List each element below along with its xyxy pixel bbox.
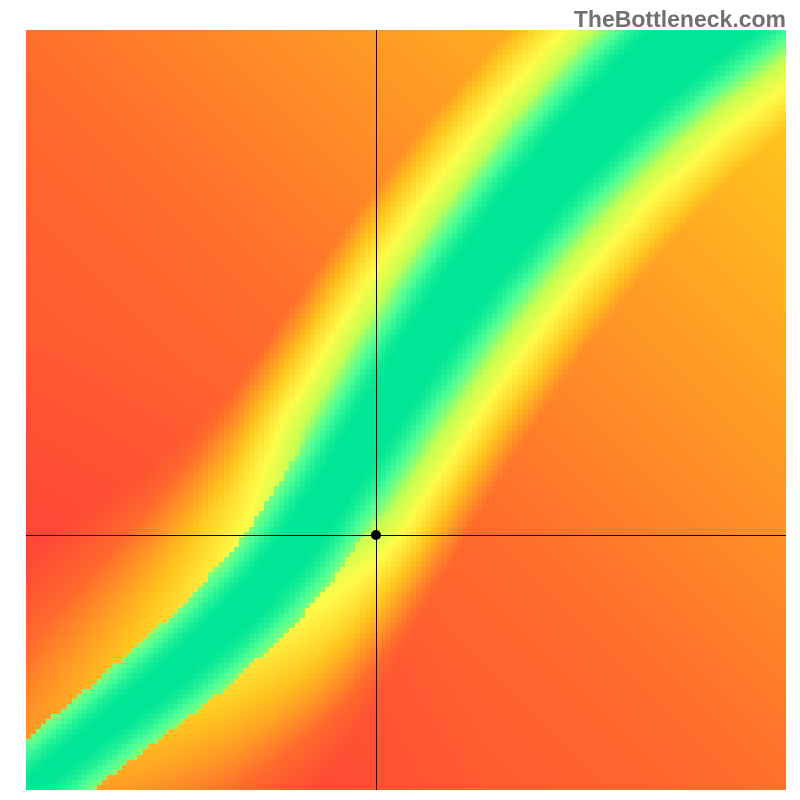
bottleneck-heatmap: [26, 30, 786, 790]
watermark-text: TheBottleneck.com: [574, 6, 786, 33]
